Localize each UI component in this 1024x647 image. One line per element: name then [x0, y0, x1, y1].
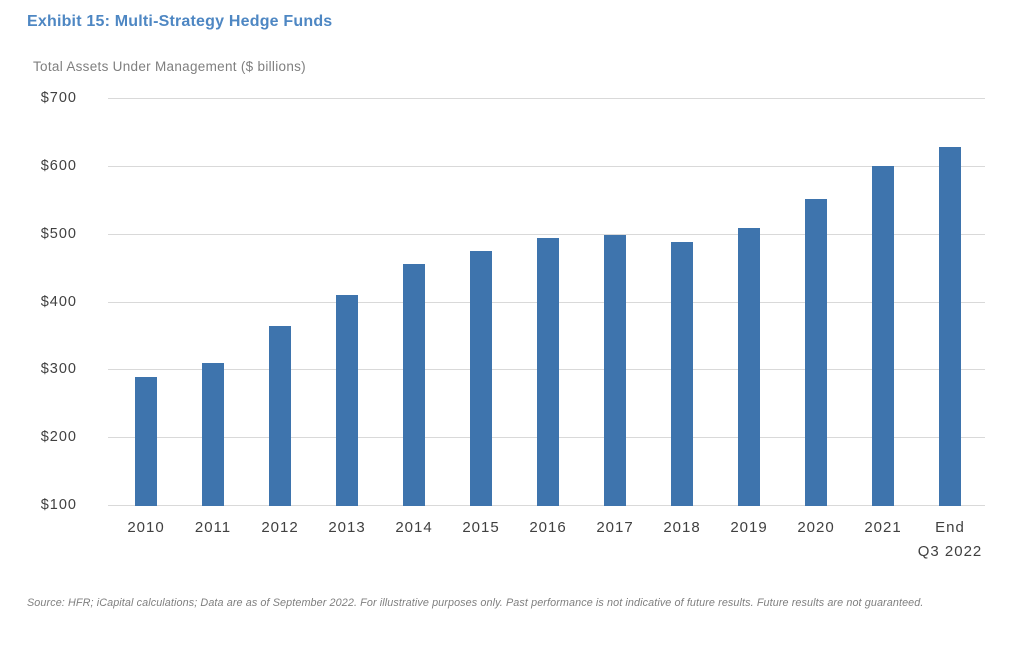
y-axis-tick-label: $100 — [40, 497, 77, 513]
bar-chart: $700 $600 $500 $400 $300 $200 $100 2010 2011 2012… — [40, 90, 985, 560]
bar-2018 — [671, 242, 693, 506]
x-axis-tick-label-end-q3-2022: End Q3 2022 — [917, 519, 983, 560]
bar-2015 — [470, 251, 492, 506]
y-axis-tick-label: $400 — [40, 293, 77, 310]
bar-2017 — [604, 235, 626, 506]
bar-2014 — [403, 263, 425, 506]
y-axis-tick-label: $200 — [40, 429, 77, 446]
y-axis-tick-label: $500 — [40, 225, 77, 242]
bar-2011 — [202, 362, 224, 506]
x-axis-tick-label-2018: 2018 — [663, 519, 701, 536]
x-axis-tick-label-2015: 2015 — [462, 519, 500, 536]
gridline-500 — [108, 233, 985, 235]
bar-2021 — [872, 165, 894, 506]
y-axis-tick-label: $700 — [40, 90, 77, 106]
x-axis-tick-label-2020: 2020 — [797, 519, 835, 536]
x-axis-tick-label-2017: 2017 — [596, 519, 634, 536]
bar-2020 — [805, 199, 827, 506]
bar-2019 — [738, 228, 760, 506]
source-note: Source: HFR; iCapital calculations; Data… — [27, 597, 924, 609]
x-axis-tick-label-2012: 2012 — [261, 519, 299, 536]
x-axis-tick-label-2013: 2013 — [328, 519, 366, 536]
gridline-600 — [108, 165, 985, 167]
x-axis-tick-label-2011: 2011 — [194, 519, 232, 536]
bar-end-q3-2022 — [939, 146, 961, 506]
bar-2013 — [336, 294, 358, 506]
bar-2012 — [269, 325, 291, 506]
gridline-700 — [108, 98, 985, 99]
x-axis-tick-label-2010: 2010 — [127, 519, 165, 536]
bar-2010 — [135, 376, 157, 506]
y-axis-tick-label: $300 — [40, 361, 77, 378]
x-axis-tick-label-2016: 2016 — [529, 519, 567, 536]
bar-2016 — [537, 237, 559, 506]
y-axis-tick-label: $600 — [40, 157, 77, 174]
x-axis-tick-label-2021: 2021 — [864, 519, 902, 536]
chart-title: Exhibit 15: Multi-Strategy Hedge Funds — [27, 13, 333, 30]
chart-subtitle: Total Assets Under Management ($ billion… — [33, 59, 306, 74]
x-axis-tick-label-2014: 2014 — [395, 519, 433, 536]
x-axis-tick-label-2019: 2019 — [730, 519, 768, 536]
